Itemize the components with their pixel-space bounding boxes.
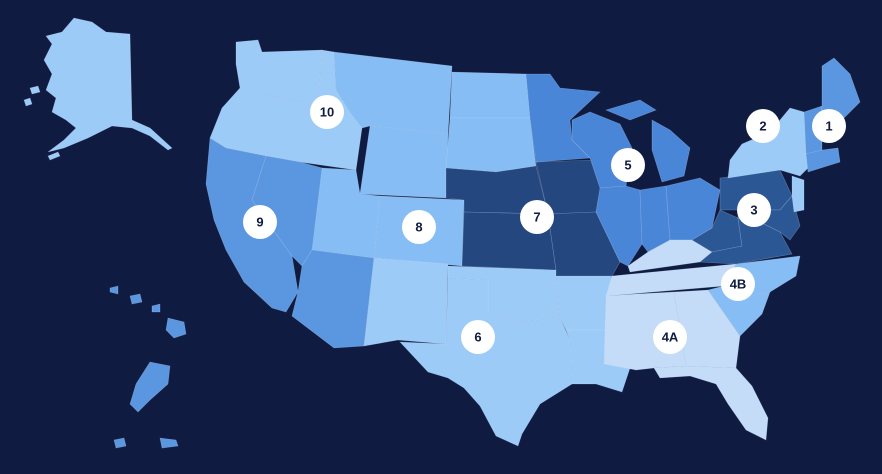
region-marker-5[interactable]: 5 bbox=[611, 148, 645, 182]
state-mississippi bbox=[603, 293, 637, 371]
region-marker-label: 4A bbox=[662, 330, 679, 345]
state-michigan bbox=[605, 99, 691, 183]
state-new-jersey bbox=[791, 175, 805, 213]
state-georgia bbox=[673, 289, 741, 369]
region-marker-circle bbox=[737, 193, 771, 227]
state-arizona bbox=[291, 249, 375, 349]
state-wyoming bbox=[359, 125, 449, 199]
region-marker-1[interactable]: 1 bbox=[812, 109, 846, 143]
region-marker-label: 5 bbox=[624, 158, 631, 173]
region-marker-9[interactable]: 9 bbox=[243, 205, 277, 239]
region-marker-4b[interactable]: 4B bbox=[721, 267, 755, 301]
region-marker-3[interactable]: 3 bbox=[737, 193, 771, 227]
state-illinois bbox=[595, 185, 643, 267]
state-montana bbox=[333, 51, 453, 135]
state-alaska-islands bbox=[23, 85, 61, 161]
region-marker-label: 2 bbox=[759, 119, 766, 134]
region-marker-8[interactable]: 8 bbox=[402, 210, 436, 244]
state-hawaii bbox=[109, 285, 187, 449]
region-marker-label: 8 bbox=[415, 220, 422, 235]
region-marker-circle bbox=[611, 148, 645, 182]
state-indiana bbox=[639, 185, 671, 253]
state-arkansas bbox=[555, 269, 613, 331]
region-marker-4a[interactable]: 4A bbox=[653, 320, 687, 354]
region-marker-circle bbox=[461, 320, 495, 354]
state-minnesota bbox=[525, 73, 601, 163]
region-marker-label: 10 bbox=[320, 105, 334, 120]
state-new-mexico bbox=[363, 257, 449, 347]
region-marker-circle bbox=[721, 267, 755, 301]
region-marker-circle bbox=[812, 109, 846, 143]
region-marker-circle bbox=[520, 200, 554, 234]
region-marker-10[interactable]: 10 bbox=[310, 95, 344, 129]
state-mass-ct-ri bbox=[805, 147, 841, 173]
region-marker-7[interactable]: 7 bbox=[520, 200, 554, 234]
region-marker-circle bbox=[746, 109, 780, 143]
region-marker-label: 3 bbox=[750, 203, 757, 218]
region-marker-label: 7 bbox=[533, 210, 540, 225]
region-marker-circle bbox=[402, 210, 436, 244]
region-marker-circle bbox=[653, 320, 687, 354]
region-marker-6[interactable]: 6 bbox=[461, 320, 495, 354]
region-marker-label: 1 bbox=[825, 119, 832, 134]
region-marker-label: 4B bbox=[730, 277, 747, 292]
region-marker-circle bbox=[310, 95, 344, 129]
state-florida bbox=[653, 365, 769, 441]
region-marker-2[interactable]: 2 bbox=[746, 109, 780, 143]
state-south-dakota bbox=[445, 117, 537, 173]
region-marker-label: 6 bbox=[474, 330, 481, 345]
region-marker-label: 9 bbox=[256, 215, 263, 230]
state-texas bbox=[399, 277, 573, 447]
region-marker-circle bbox=[243, 205, 277, 239]
state-alaska bbox=[43, 17, 173, 153]
state-north-dakota bbox=[449, 71, 531, 119]
